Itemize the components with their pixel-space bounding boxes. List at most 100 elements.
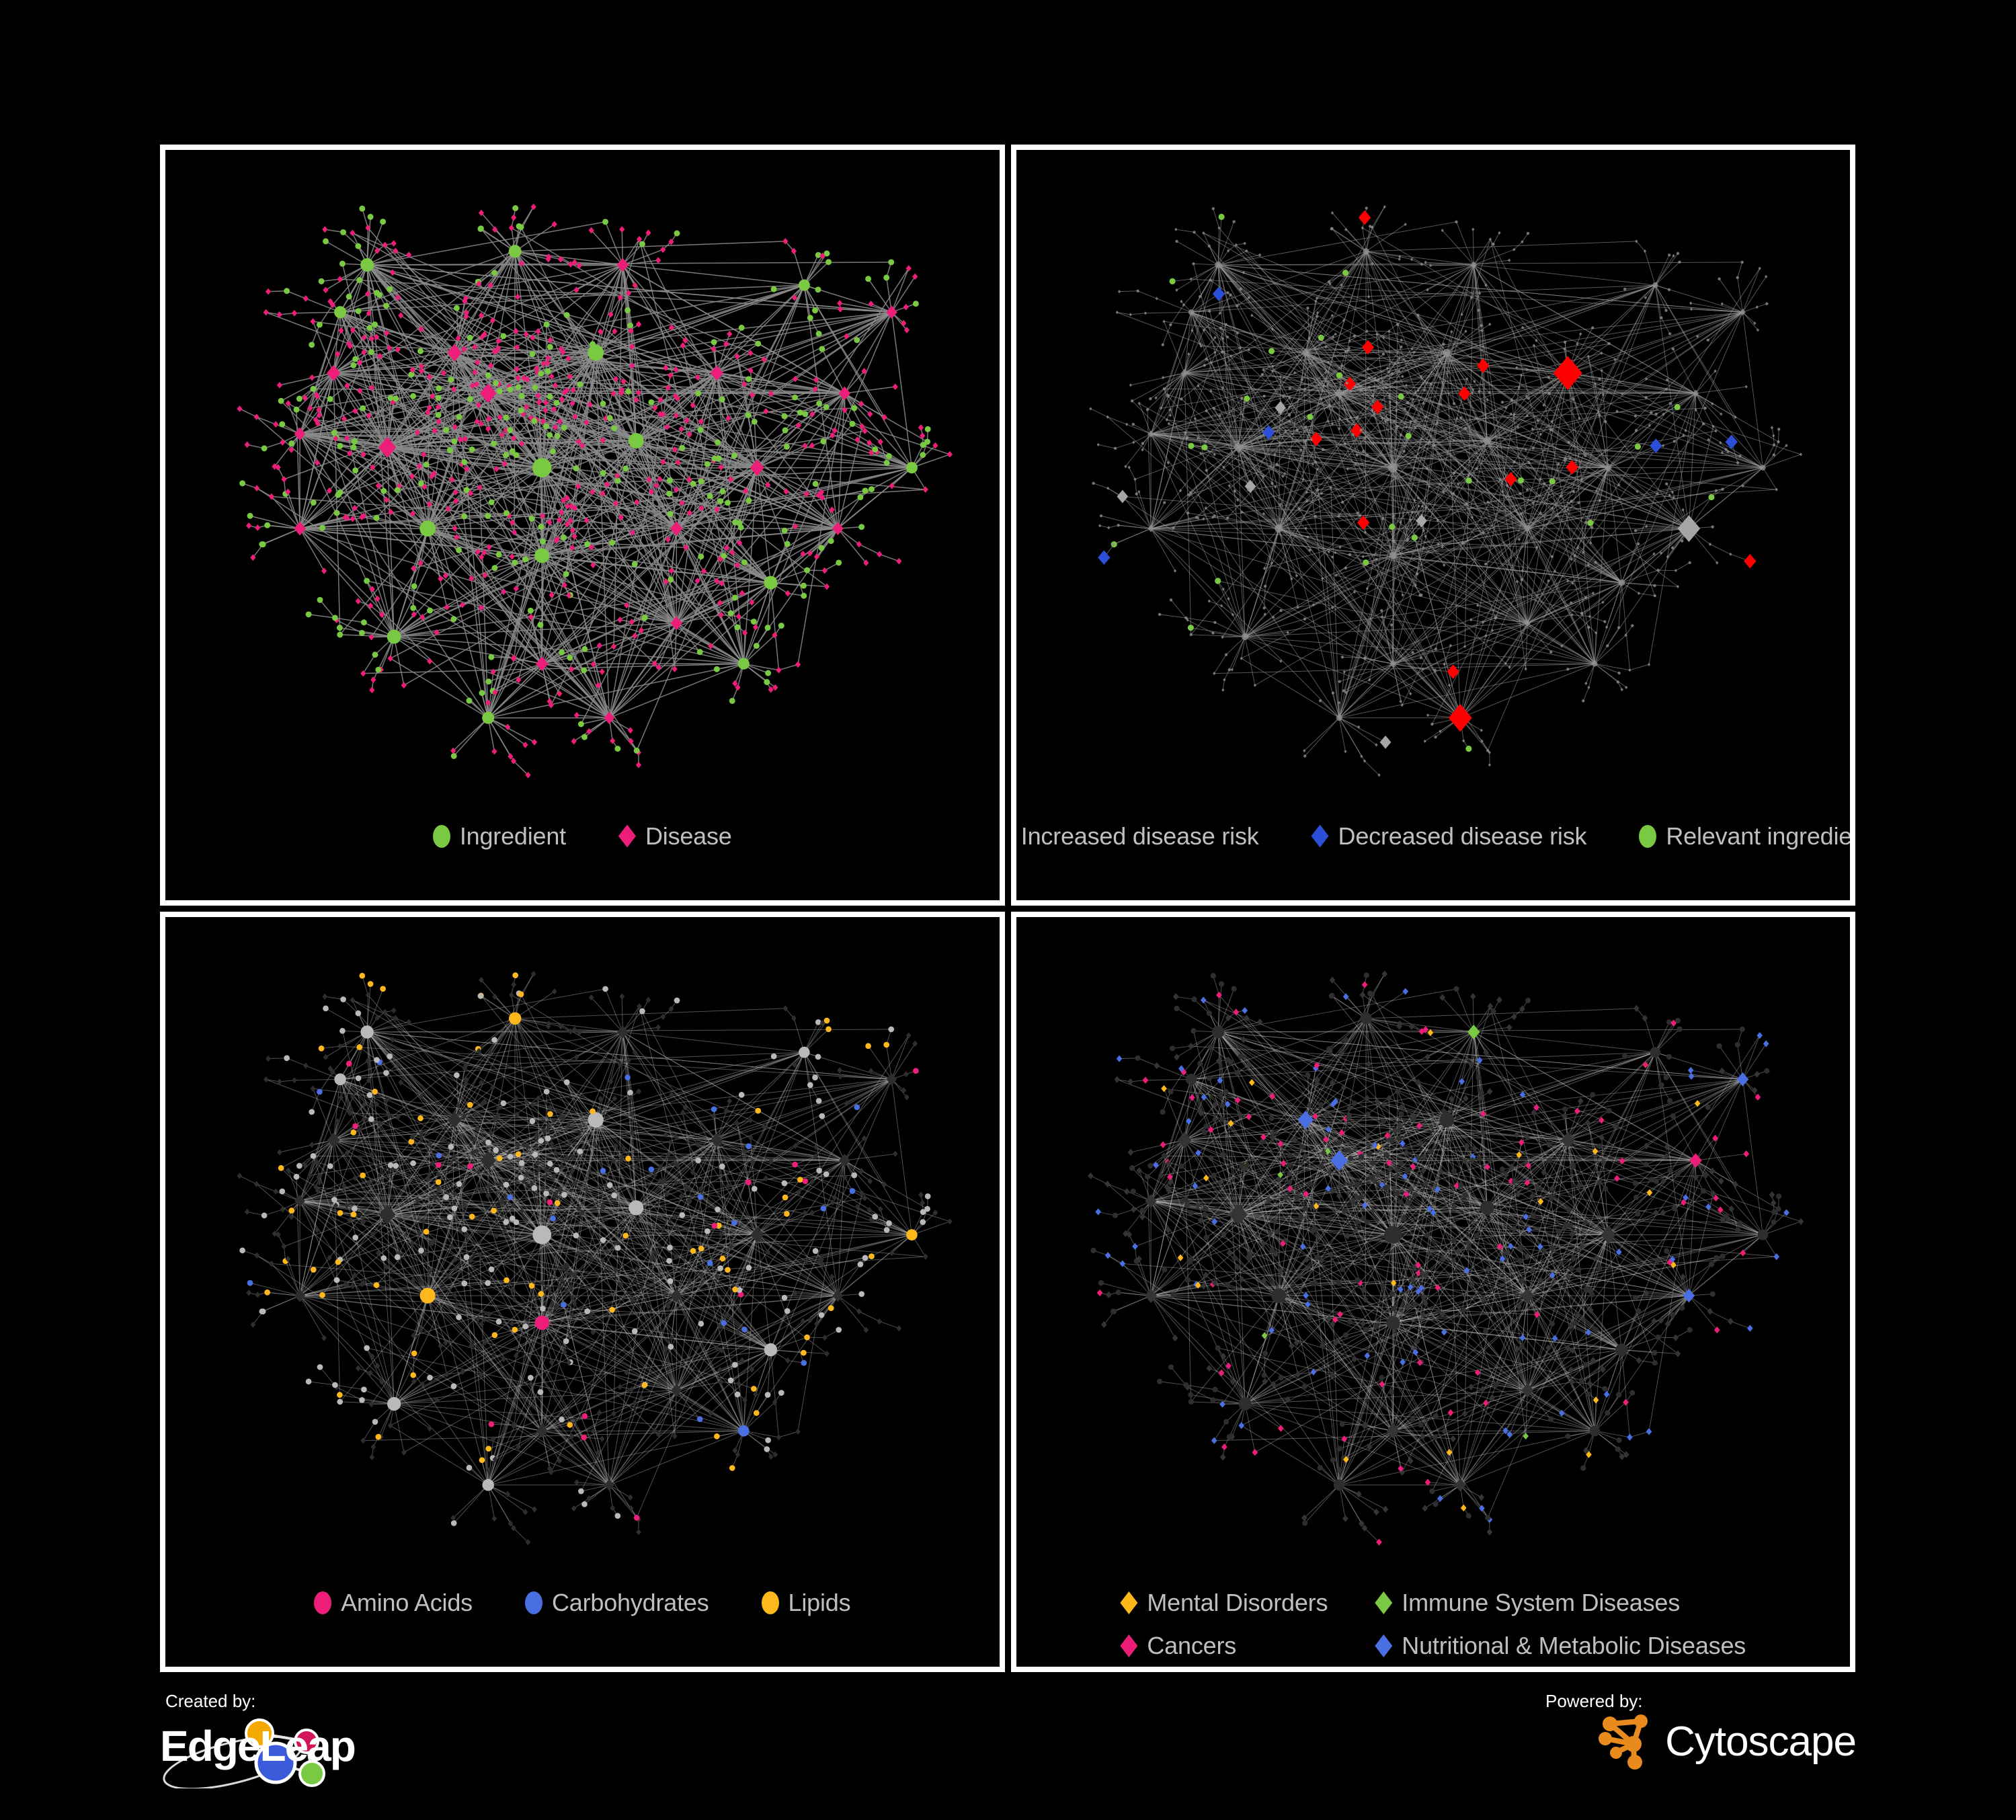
- disease-node[interactable]: [670, 616, 683, 631]
- ingredient-node[interactable]: [719, 396, 725, 403]
- ingredient-node[interactable]: [529, 1117, 536, 1124]
- disease-node[interactable]: [579, 1209, 586, 1216]
- disease-node[interactable]: [1098, 524, 1101, 528]
- disease-node[interactable]: [628, 738, 634, 745]
- disease-node[interactable]: [303, 295, 309, 302]
- disease-node[interactable]: [375, 482, 381, 489]
- ingredient-node[interactable]: [1398, 1111, 1404, 1117]
- ingredient-node[interactable]: [614, 1512, 621, 1519]
- disease-node[interactable]: [1173, 1053, 1180, 1061]
- ingredient-node[interactable]: [1275, 463, 1279, 467]
- ingredient-node[interactable]: [1531, 446, 1535, 450]
- disease-node[interactable]: [1269, 1134, 1275, 1142]
- disease-node[interactable]: [1466, 473, 1470, 478]
- ingredient-node[interactable]: [1662, 1074, 1669, 1080]
- ingredient-node[interactable]: [534, 1315, 549, 1330]
- disease-node[interactable]: [1220, 1230, 1227, 1238]
- disease-node[interactable]: [1172, 992, 1179, 1000]
- disease-node[interactable]: [1404, 425, 1408, 429]
- disease-node[interactable]: [1262, 566, 1266, 571]
- ingredient-node[interactable]: [1556, 463, 1560, 466]
- ingredient-node[interactable]: [823, 1017, 830, 1023]
- disease-node[interactable]: [1437, 1167, 1444, 1175]
- disease-node[interactable]: [1207, 1125, 1214, 1133]
- disease-node[interactable]: [1469, 1156, 1476, 1164]
- ingredient-node[interactable]: [1371, 394, 1374, 398]
- ingredient-node[interactable]: [1340, 656, 1344, 659]
- ingredient-node[interactable]: [924, 438, 930, 445]
- disease-node[interactable]: [1316, 311, 1319, 315]
- disease-node[interactable]: [1380, 615, 1383, 619]
- ingredient-node[interactable]: [715, 455, 722, 462]
- ingredient-node[interactable]: [513, 1218, 520, 1225]
- ingredient-node[interactable]: [1658, 1082, 1664, 1088]
- disease-node[interactable]: [618, 386, 625, 393]
- disease-node[interactable]: [1177, 1254, 1183, 1261]
- disease-node[interactable]: [1267, 1229, 1273, 1237]
- ingredient-node[interactable]: [337, 442, 344, 449]
- ingredient-node[interactable]: [1575, 1267, 1582, 1273]
- ingredient-node[interactable]: [1168, 1363, 1174, 1370]
- disease-node[interactable]: [1173, 569, 1176, 573]
- disease-node[interactable]: [1400, 338, 1403, 342]
- disease-node[interactable]: [506, 512, 512, 519]
- disease-node[interactable]: [672, 666, 678, 672]
- ingredient-node[interactable]: [883, 459, 890, 466]
- disease-node[interactable]: [333, 1202, 339, 1209]
- disease-node[interactable]: [447, 1111, 462, 1128]
- ingredient-node[interactable]: [1558, 1260, 1564, 1266]
- disease-node[interactable]: [1196, 436, 1199, 440]
- disease-node[interactable]: [571, 738, 577, 745]
- disease-node[interactable]: [867, 410, 873, 418]
- disease-node[interactable]: [1364, 1132, 1371, 1140]
- disease-node[interactable]: [1393, 1173, 1400, 1181]
- disease-node[interactable]: [727, 330, 733, 338]
- ingredient-node[interactable]: [394, 1253, 401, 1260]
- ingredient-node[interactable]: [1351, 1100, 1357, 1106]
- ingredient-node[interactable]: [1425, 467, 1428, 470]
- disease-node[interactable]: [350, 515, 356, 522]
- ingredient-node[interactable]: [1274, 524, 1283, 532]
- ingredient-node[interactable]: [1387, 463, 1398, 473]
- disease-node[interactable]: [612, 500, 619, 507]
- disease-node[interactable]: [374, 1362, 380, 1369]
- ingredient-node[interactable]: [1306, 413, 1314, 420]
- ingredient-node[interactable]: [1171, 526, 1175, 530]
- ingredient-node[interactable]: [1294, 1193, 1300, 1200]
- disease-node[interactable]: [1763, 1039, 1769, 1047]
- disease-node[interactable]: [421, 483, 428, 491]
- disease-node[interactable]: [1644, 377, 1648, 381]
- disease-node[interactable]: [791, 247, 797, 255]
- ingredient-node[interactable]: [828, 538, 834, 545]
- disease-node[interactable]: [1087, 1172, 1094, 1179]
- ingredient-node[interactable]: [1337, 514, 1340, 518]
- ingredient-node[interactable]: [485, 372, 491, 379]
- ingredient-node[interactable]: [695, 390, 702, 397]
- disease-node[interactable]: [1288, 420, 1291, 424]
- disease-node[interactable]: [832, 1289, 844, 1302]
- disease-node[interactable]: [1309, 438, 1313, 442]
- disease-node[interactable]: [382, 241, 388, 249]
- disease-node[interactable]: [783, 1255, 789, 1262]
- disease-node[interactable]: [387, 655, 393, 662]
- disease-node[interactable]: [725, 415, 731, 422]
- ingredient-node[interactable]: [807, 315, 813, 321]
- disease-node[interactable]: [1258, 253, 1261, 257]
- ingredient-node[interactable]: [1547, 1416, 1554, 1422]
- ingredient-node[interactable]: [512, 559, 518, 566]
- disease-node[interactable]: [645, 229, 651, 237]
- ingredient-node[interactable]: [461, 459, 468, 465]
- disease-node[interactable]: [1143, 311, 1147, 315]
- ingredient-node[interactable]: [1670, 1113, 1676, 1119]
- disease-node[interactable]: [1404, 223, 1407, 227]
- ingredient-node[interactable]: [288, 1207, 295, 1214]
- ingredient-node[interactable]: [1304, 1072, 1311, 1078]
- disease-node[interactable]: [1361, 1524, 1367, 1532]
- ingredient-node[interactable]: [1652, 584, 1656, 588]
- ingredient-node[interactable]: [1369, 991, 1375, 997]
- disease-node[interactable]: [1268, 1327, 1275, 1334]
- ingredient-node[interactable]: [335, 1259, 341, 1265]
- disease-node[interactable]: [567, 1284, 573, 1291]
- disease-node[interactable]: [1530, 427, 1534, 431]
- disease-node[interactable]: [1617, 483, 1620, 487]
